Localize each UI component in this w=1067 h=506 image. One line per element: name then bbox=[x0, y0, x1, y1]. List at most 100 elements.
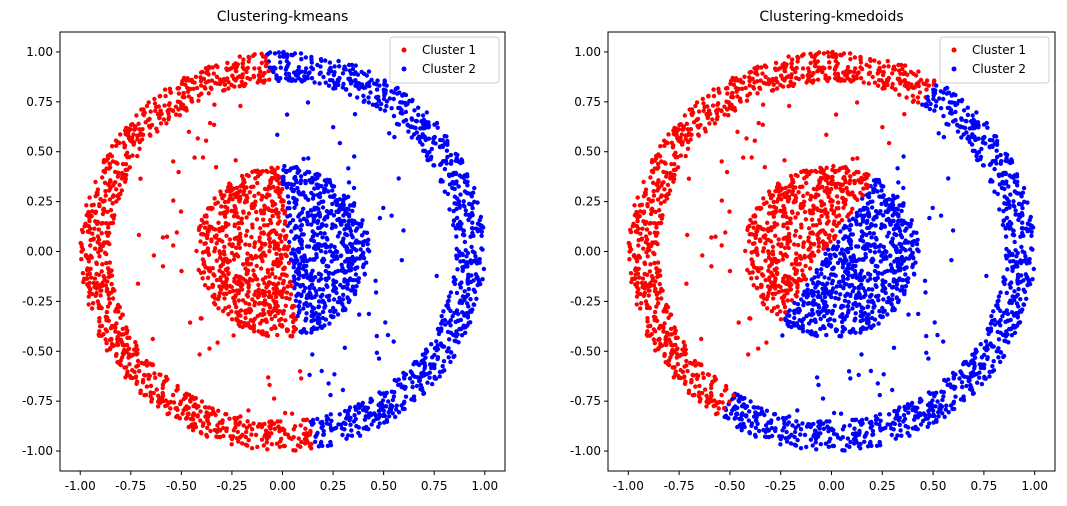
point-cluster-1 bbox=[255, 295, 261, 300]
point-cluster-1 bbox=[241, 209, 246, 214]
point-cluster-1 bbox=[181, 102, 186, 108]
point-cluster-1 bbox=[288, 292, 294, 297]
point-cluster-1 bbox=[114, 321, 119, 326]
point-cluster-2 bbox=[318, 57, 324, 62]
point-cluster-2 bbox=[281, 179, 286, 184]
point-cluster-2 bbox=[318, 276, 324, 281]
point-cluster-1 bbox=[210, 65, 215, 70]
point-cluster-2 bbox=[359, 82, 365, 87]
point-cluster-2 bbox=[438, 137, 443, 143]
point-cluster-1 bbox=[270, 185, 276, 190]
point-cluster-2 bbox=[411, 132, 417, 137]
point-cluster-2 bbox=[429, 154, 434, 160]
y-tick-label: 1.00 bbox=[26, 45, 53, 59]
point-cluster-2 bbox=[277, 54, 283, 59]
point-cluster-2 bbox=[272, 51, 278, 56]
point-cluster-1 bbox=[212, 102, 217, 107]
point-cluster-2 bbox=[301, 306, 306, 311]
point-cluster-2 bbox=[816, 274, 821, 279]
point-cluster-1 bbox=[192, 423, 197, 428]
point-cluster-1 bbox=[675, 362, 680, 367]
point-cluster-1 bbox=[222, 273, 227, 278]
point-cluster-1 bbox=[244, 215, 249, 220]
point-cluster-2 bbox=[461, 228, 466, 233]
point-cluster-1 bbox=[278, 439, 283, 444]
point-cluster-1 bbox=[136, 121, 141, 127]
point-cluster-2 bbox=[337, 412, 342, 417]
point-cluster-1 bbox=[778, 250, 783, 256]
point-cluster-2 bbox=[429, 146, 434, 152]
point-cluster-2 bbox=[417, 362, 422, 368]
point-cluster-1 bbox=[267, 236, 272, 241]
point-cluster-1 bbox=[151, 390, 156, 396]
point-cluster-1 bbox=[201, 270, 207, 275]
point-cluster-2 bbox=[878, 259, 883, 264]
point-cluster-1 bbox=[122, 145, 127, 150]
point-cluster-1 bbox=[214, 74, 220, 80]
point-cluster-2 bbox=[310, 229, 315, 234]
point-cluster-1 bbox=[710, 103, 716, 108]
point-cluster-1 bbox=[261, 80, 266, 85]
point-cluster-2 bbox=[324, 283, 329, 288]
point-cluster-1 bbox=[262, 186, 268, 192]
point-cluster-1 bbox=[265, 223, 270, 228]
point-cluster-1 bbox=[207, 120, 213, 126]
point-cluster-1 bbox=[263, 275, 268, 280]
point-cluster-1 bbox=[754, 248, 759, 253]
point-cluster-2 bbox=[445, 191, 451, 197]
point-cluster-1 bbox=[826, 181, 831, 186]
point-cluster-1 bbox=[143, 120, 148, 125]
point-cluster-1 bbox=[224, 412, 229, 417]
point-cluster-2 bbox=[438, 162, 443, 167]
point-cluster-2 bbox=[1008, 285, 1013, 290]
point-cluster-1 bbox=[799, 225, 804, 230]
point-cluster-1 bbox=[783, 185, 788, 191]
point-cluster-1 bbox=[157, 94, 162, 99]
point-cluster-2 bbox=[858, 237, 863, 243]
point-cluster-2 bbox=[370, 102, 376, 107]
point-cluster-2 bbox=[981, 163, 986, 168]
point-cluster-1 bbox=[119, 355, 125, 360]
point-cluster-2 bbox=[794, 419, 799, 424]
point-cluster-1 bbox=[241, 184, 247, 190]
point-cluster-1 bbox=[183, 82, 188, 87]
point-cluster-2 bbox=[368, 399, 373, 405]
point-cluster-1 bbox=[277, 429, 282, 434]
point-cluster-1 bbox=[173, 104, 179, 109]
point-cluster-1 bbox=[282, 265, 287, 270]
point-cluster-2 bbox=[295, 225, 300, 230]
point-cluster-1 bbox=[92, 226, 97, 231]
point-cluster-1 bbox=[239, 216, 244, 222]
point-cluster-2 bbox=[292, 51, 298, 56]
point-cluster-1 bbox=[273, 314, 278, 319]
point-cluster-1 bbox=[97, 324, 103, 329]
point-cluster-1 bbox=[254, 217, 260, 222]
point-cluster-2 bbox=[296, 276, 301, 281]
point-cluster-2 bbox=[910, 262, 916, 267]
point-cluster-1 bbox=[113, 329, 118, 334]
point-cluster-1 bbox=[217, 290, 223, 296]
point-cluster-2 bbox=[479, 229, 484, 234]
point-cluster-2 bbox=[384, 83, 389, 88]
point-cluster-1 bbox=[841, 205, 846, 210]
point-cluster-1 bbox=[262, 421, 267, 427]
point-cluster-1 bbox=[204, 434, 210, 439]
point-cluster-2 bbox=[353, 63, 358, 68]
point-cluster-1 bbox=[104, 166, 109, 171]
point-cluster-1 bbox=[96, 302, 102, 307]
point-cluster-1 bbox=[284, 290, 290, 295]
point-cluster-1 bbox=[272, 426, 277, 431]
point-cluster-1 bbox=[794, 262, 800, 267]
point-cluster-2 bbox=[313, 176, 318, 182]
point-cluster-1 bbox=[160, 390, 165, 396]
point-cluster-1 bbox=[241, 423, 246, 428]
point-cluster-1 bbox=[109, 144, 115, 149]
point-cluster-2 bbox=[872, 242, 877, 247]
point-cluster-1 bbox=[825, 176, 830, 181]
point-cluster-1 bbox=[770, 291, 775, 296]
point-cluster-2 bbox=[822, 287, 827, 293]
point-cluster-2 bbox=[798, 427, 804, 432]
point-cluster-1 bbox=[122, 343, 128, 348]
point-cluster-2 bbox=[814, 267, 819, 273]
point-cluster-2 bbox=[456, 199, 462, 204]
